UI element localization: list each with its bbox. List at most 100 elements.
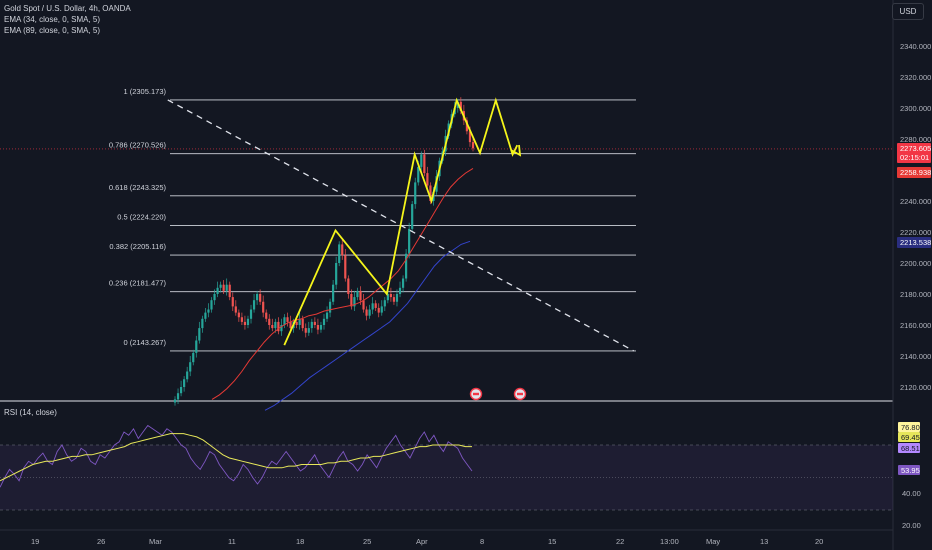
candle-body (301, 318, 304, 329)
time-axis-tick: 8 (480, 537, 484, 546)
price-label-value: 2258.938 (900, 168, 931, 177)
candle-body (207, 309, 210, 313)
ema89-line (264, 240, 471, 411)
ema34-line (211, 167, 474, 400)
rsi-value-box (898, 443, 920, 453)
candle-body (186, 371, 189, 380)
candle-body (240, 317, 243, 322)
time-axis-tick: 19 (31, 537, 39, 546)
candle-body (401, 278, 405, 288)
time-axis-tick: 22 (616, 537, 624, 546)
candle-body (252, 300, 256, 310)
candle-body (417, 166, 420, 183)
candle-body (471, 142, 475, 149)
candle-body (389, 294, 392, 298)
price-axis-tick: 2220.000 (900, 228, 931, 237)
time-axis-tick: 26 (97, 537, 105, 546)
candle-body (408, 228, 411, 254)
candle-body (183, 379, 186, 387)
candle-body (265, 312, 268, 319)
candle-body (325, 312, 329, 319)
candle-body (222, 284, 225, 291)
candle-body (353, 297, 356, 307)
zigzag-projection (283, 97, 519, 346)
fib-level-label: 0.382 (2205.116) (109, 242, 166, 251)
fib-level-label: 0.786 (2270.526) (109, 141, 167, 150)
rsi-value-label: 68.51 (901, 444, 920, 453)
event-marker-bar (517, 392, 523, 396)
candle-body (249, 309, 253, 319)
candle-body (307, 328, 310, 333)
candle-body (338, 244, 341, 263)
rsi-legend: RSI (14, close) (4, 408, 57, 417)
candle-body (204, 312, 207, 319)
candle-body (459, 101, 462, 112)
candle-body (198, 328, 201, 341)
price-axis-tick: 2300.000 (900, 104, 931, 113)
candle-body (259, 294, 262, 302)
candle-body (341, 244, 344, 256)
candle-body (298, 318, 301, 325)
time-axis-tick: 15 (548, 537, 556, 546)
candle-body (392, 297, 396, 302)
candle-body (350, 294, 353, 307)
candle-body (322, 318, 326, 325)
rsi-axis-tick: 20.00 (902, 521, 921, 530)
candle-body (246, 318, 250, 325)
candle-body (386, 294, 389, 301)
time-axis-tick: 20 (815, 537, 823, 546)
fib-level-label: 0.5 (2224.220) (117, 212, 166, 221)
candle-body (411, 204, 414, 229)
candle-body (365, 309, 368, 316)
candle-body (274, 321, 277, 329)
candle-body (465, 120, 469, 132)
rsi-value-label: 53.95 (901, 466, 920, 475)
candle-body (316, 325, 320, 330)
arrow-head (510, 144, 522, 157)
candle-body (289, 321, 292, 329)
time-axis-tick: Mar (149, 537, 162, 546)
price-axis-tick: 2180.000 (900, 290, 931, 299)
currency-button[interactable]: USD (892, 3, 924, 20)
candle-body (423, 154, 426, 174)
candle-body (356, 290, 359, 298)
price-label-box (897, 167, 931, 178)
candle-body (225, 284, 228, 291)
candle-body (216, 287, 219, 294)
candle-body (347, 278, 350, 294)
candle-body (426, 173, 429, 186)
candle-body (304, 328, 307, 333)
price-label-sub: 02:15:01 (900, 153, 929, 162)
rsi-value-label: 69.45 (901, 433, 920, 442)
candle-body (335, 263, 338, 285)
time-axis-tick: 13 (760, 537, 768, 546)
event-marker-bar (473, 392, 479, 396)
time-axis-tick: 18 (296, 537, 304, 546)
candle-body (362, 300, 365, 310)
time-axis-tick: May (706, 537, 720, 546)
price-axis-tick: 2320.000 (900, 73, 931, 82)
candle-body (286, 317, 289, 322)
candle-body (256, 294, 259, 301)
price-label-box (897, 237, 931, 248)
candle-body (368, 309, 371, 316)
time-axis-tick: 11 (228, 537, 236, 546)
price-axis-tick: 2160.000 (900, 321, 931, 330)
candle-body (277, 321, 280, 332)
time-axis-tick: 25 (363, 537, 371, 546)
candle-body (374, 303, 377, 308)
candle-body (377, 307, 380, 313)
candle-body (268, 318, 271, 325)
candle-body (295, 321, 298, 325)
candle-body (319, 325, 323, 330)
price-axis-tick: 2120.000 (900, 383, 931, 392)
candle-body (420, 154, 423, 167)
candle-body (237, 312, 240, 318)
candle-body (189, 362, 192, 372)
price-label-value: 2273.605 (900, 144, 931, 153)
candle-body (201, 318, 204, 329)
candle-body (414, 182, 417, 205)
price-axis-tick: 2340.000 (900, 42, 931, 51)
fib-level-label: 0.618 (2243.325) (109, 183, 167, 192)
